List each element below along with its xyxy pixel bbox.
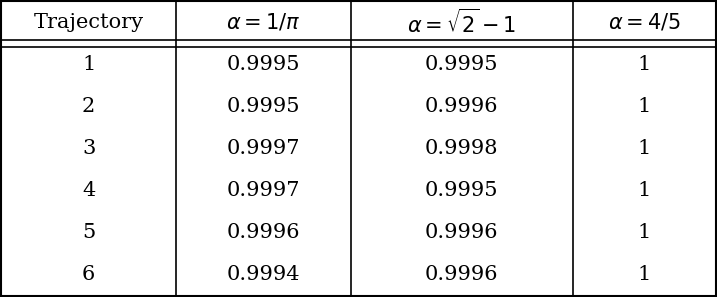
Text: 0.9997: 0.9997 <box>227 181 300 200</box>
Text: 0.9998: 0.9998 <box>425 139 498 158</box>
Text: 1: 1 <box>637 139 651 158</box>
Text: 2: 2 <box>82 97 95 116</box>
Text: 0.9994: 0.9994 <box>227 265 300 284</box>
Text: 5: 5 <box>82 223 95 242</box>
Text: 0.9995: 0.9995 <box>425 181 498 200</box>
Text: 0.9997: 0.9997 <box>227 139 300 158</box>
Text: $\alpha = \sqrt{2} - 1$: $\alpha = \sqrt{2} - 1$ <box>407 8 516 37</box>
Text: 0.9995: 0.9995 <box>425 55 498 74</box>
Text: $\alpha = 1/\pi$: $\alpha = 1/\pi$ <box>226 12 300 33</box>
Text: 0.9996: 0.9996 <box>425 223 498 242</box>
Text: 1: 1 <box>637 223 651 242</box>
Text: Trajectory: Trajectory <box>34 13 143 32</box>
Text: 0.9995: 0.9995 <box>227 97 300 116</box>
Text: 3: 3 <box>82 139 95 158</box>
Text: $\alpha = 4/5$: $\alpha = 4/5$ <box>607 12 680 33</box>
Text: 0.9996: 0.9996 <box>425 265 498 284</box>
Text: 1: 1 <box>637 265 651 284</box>
Text: 6: 6 <box>82 265 95 284</box>
Text: 0.9995: 0.9995 <box>227 55 300 74</box>
Text: 1: 1 <box>637 97 651 116</box>
Text: 1: 1 <box>637 181 651 200</box>
Text: 1: 1 <box>82 55 95 74</box>
Text: 4: 4 <box>82 181 95 200</box>
Text: 0.9996: 0.9996 <box>425 97 498 116</box>
Text: 1: 1 <box>637 55 651 74</box>
Text: 0.9996: 0.9996 <box>227 223 300 242</box>
